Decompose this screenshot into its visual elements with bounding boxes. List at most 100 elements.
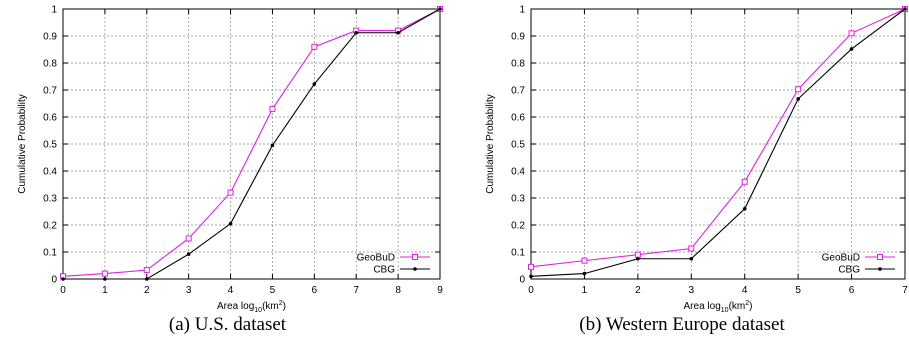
point-cbg-4 bbox=[228, 221, 233, 226]
point-cbg-9 bbox=[438, 7, 442, 11]
y-tick-label-10: 1 bbox=[519, 5, 525, 16]
y-tick-label-2: 0.2 bbox=[43, 221, 57, 232]
x-tick-label-9: 9 bbox=[437, 285, 443, 296]
x-axis-label-sub: 10 bbox=[721, 307, 729, 314]
point-cbg-3 bbox=[689, 256, 694, 261]
legend-marker-geobud bbox=[877, 254, 883, 260]
point-cbg-3 bbox=[186, 252, 191, 256]
legend-label-cbg: CBG bbox=[373, 265, 395, 276]
legend-marker-geobud bbox=[412, 254, 418, 260]
x-tick-label-0: 0 bbox=[60, 285, 66, 296]
y-tick-label-6: 0.6 bbox=[43, 113, 57, 124]
point-cbg-1 bbox=[103, 277, 107, 281]
point-cbg-5 bbox=[270, 143, 275, 148]
series-line-cbg bbox=[530, 8, 906, 277]
x-axis-label-sup: 2 bbox=[279, 300, 283, 307]
y-tick-label-2: 0.2 bbox=[511, 221, 525, 232]
x-tick-label-8: 8 bbox=[395, 285, 401, 296]
y-tick-label-0: 0 bbox=[51, 275, 57, 286]
point-geobud-0 bbox=[528, 263, 534, 270]
point-geobud-5 bbox=[269, 105, 276, 112]
point-cbg-7 bbox=[354, 30, 359, 35]
y-axis-label: Cumulative Probability bbox=[485, 94, 496, 194]
point-cbg-8 bbox=[396, 30, 400, 35]
point-geobud-2 bbox=[634, 251, 641, 258]
chart-us: 00.10.20.30.40.50.60.70.80.910 1 2 3 4 5 6 7 8 9C… bbox=[17, 5, 443, 315]
y-tick-label-0: 0 bbox=[519, 275, 525, 286]
y-tick-label-1: 0.1 bbox=[43, 248, 57, 259]
caption-us: (a) U.S. dataset bbox=[168, 314, 287, 335]
x-tick-label-3: 3 bbox=[186, 285, 192, 296]
point-cbg-7 bbox=[903, 7, 907, 11]
x-axis-label: Area log10(km2) bbox=[684, 300, 753, 314]
y-tick-label-5: 0.5 bbox=[511, 140, 525, 151]
y-tick-label-3: 0.3 bbox=[43, 194, 57, 205]
x-axis-label-end: ) bbox=[283, 301, 286, 312]
y-tick-label-8: 0.8 bbox=[511, 59, 525, 70]
x-tick-label-1: 1 bbox=[102, 285, 108, 296]
x-tick-label-7: 7 bbox=[353, 285, 359, 296]
x-tick-label-3: 3 bbox=[689, 285, 695, 296]
x-axis-label-sub: 10 bbox=[254, 307, 262, 314]
point-cbg-5 bbox=[796, 97, 800, 101]
point-cbg-0 bbox=[529, 274, 533, 279]
y-tick-label-5: 0.5 bbox=[43, 140, 57, 151]
legend-marker-cbg bbox=[413, 267, 417, 271]
y-tick-label-1: 0.1 bbox=[511, 248, 525, 259]
point-geobud-3 bbox=[688, 245, 695, 252]
legend-marker-cbg bbox=[878, 267, 882, 271]
x-axis-label-tail: (km bbox=[729, 301, 746, 312]
point-geobud-4 bbox=[741, 178, 748, 185]
x-tick-label-5: 5 bbox=[795, 285, 801, 296]
point-cbg-6 bbox=[312, 82, 317, 86]
legend-label-cbg: CBG bbox=[838, 265, 860, 276]
point-cbg-2 bbox=[144, 277, 149, 281]
x-axis-label-end: ) bbox=[749, 301, 752, 312]
y-tick-label-9: 0.9 bbox=[43, 32, 57, 43]
y-tick-label-9: 0.9 bbox=[511, 32, 525, 43]
point-geobud-3 bbox=[185, 235, 192, 242]
y-tick-label-7: 0.7 bbox=[43, 86, 57, 97]
y-tick-label-8: 0.8 bbox=[43, 59, 57, 70]
x-tick-label-7: 7 bbox=[902, 285, 908, 296]
x-axis-label-main: Area log bbox=[684, 301, 721, 312]
x-tick-label-6: 6 bbox=[849, 285, 855, 296]
chart-panel-europe: 0 0.1 0.2 0.3 0.4 0.5 0.6 0.7 0.8 0.9 1 0 1 2 3 4 5 6 7 Cum… bbox=[455, 0, 909, 341]
x-tick-label-4: 4 bbox=[228, 285, 234, 296]
y-axis-label: Cumulative Probability bbox=[17, 94, 28, 194]
x-tick-label-5: 5 bbox=[270, 285, 276, 296]
x-axis-label-main: Area log bbox=[217, 301, 254, 312]
point-cbg-0 bbox=[61, 277, 65, 281]
point-geobud-1 bbox=[101, 270, 108, 277]
chart-panel-us: 0 0.1 0.2 0.3 0.4 0.5 0.6 0.7 0.8 0.9 1 0 1 2 3 4 5 6 7 8 9 C… bbox=[17, 5, 443, 336]
x-tick-label-1: 1 bbox=[582, 285, 588, 296]
x-axis-label-sup: 2 bbox=[745, 300, 749, 307]
point-geobud-1 bbox=[581, 257, 588, 264]
y-tick-label-4: 0.4 bbox=[511, 167, 525, 178]
point-geobud-6 bbox=[311, 43, 318, 50]
point-geobud-4 bbox=[227, 189, 234, 196]
x-tick-label-4: 4 bbox=[742, 285, 748, 296]
y-tick-label-7: 0.7 bbox=[511, 86, 525, 97]
series-line-cbg bbox=[63, 8, 441, 280]
x-tick-label-6: 6 bbox=[312, 285, 318, 296]
point-cbg-2 bbox=[636, 256, 640, 261]
y-tick-label-3: 0.3 bbox=[511, 194, 525, 205]
legend-label-geobud: GeoBuD bbox=[357, 253, 395, 264]
caption-europe: (b) Western Europe dataset bbox=[579, 314, 785, 335]
x-tick-label-2: 2 bbox=[144, 285, 150, 296]
point-cbg-6 bbox=[849, 47, 854, 51]
x-tick-label-2: 2 bbox=[635, 285, 641, 296]
y-tick-label-4: 0.4 bbox=[43, 167, 57, 178]
x-axis-label: Area log10(km2) bbox=[217, 300, 286, 314]
series-line-geobud bbox=[62, 8, 441, 277]
y-tick-label-6: 0.6 bbox=[511, 113, 525, 124]
legend-label-geobud: GeoBuD bbox=[822, 253, 860, 264]
chart-europe: 00.10.20.30.40.50.60.70.80.910 1 2 3 4 5 6 7Cum… bbox=[485, 5, 908, 315]
x-tick-label-0: 0 bbox=[528, 285, 534, 296]
point-cbg-4 bbox=[742, 207, 747, 211]
x-axis-label-tail: (km bbox=[262, 301, 279, 312]
point-geobud-2 bbox=[143, 267, 150, 274]
point-geobud-5 bbox=[795, 86, 802, 93]
y-tick-label-10: 1 bbox=[51, 5, 57, 16]
